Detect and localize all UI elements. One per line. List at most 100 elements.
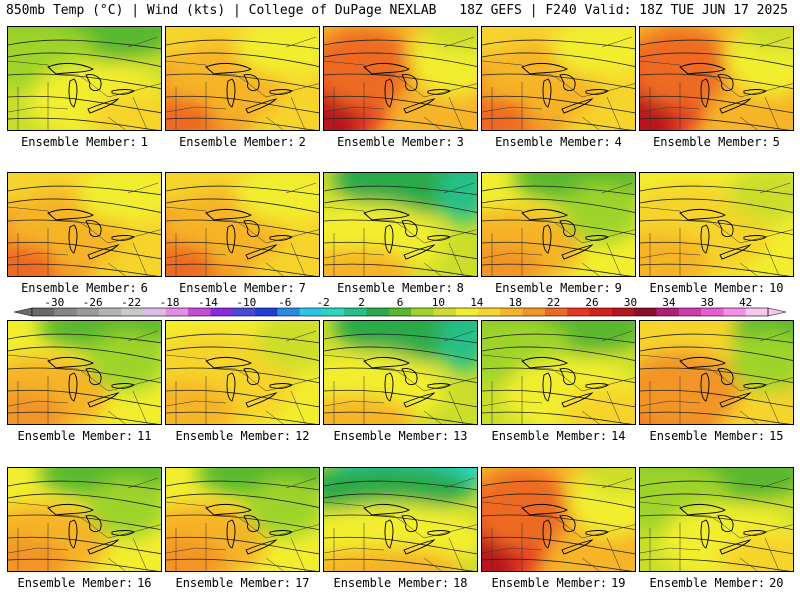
colorbar-tick-label: -30 xyxy=(44,296,64,309)
temperature-field xyxy=(482,321,635,424)
member-label-prefix: Ensemble Member: xyxy=(495,135,611,149)
great-lake-outline xyxy=(363,503,410,516)
height-contour xyxy=(8,73,161,90)
height-contour xyxy=(166,480,319,491)
ensemble-member-3-map xyxy=(323,26,478,131)
temperature-shading xyxy=(324,27,414,107)
ensemble-member-6-map xyxy=(7,172,162,277)
political-border xyxy=(601,182,633,194)
colorbar-min-arrow xyxy=(13,307,33,317)
political-border xyxy=(581,410,600,424)
great-lake-outline xyxy=(384,78,394,108)
height-contour xyxy=(166,514,319,531)
great-lake-outline xyxy=(427,530,451,536)
ensemble-member-5-map xyxy=(639,26,794,131)
colorbar-segment xyxy=(143,308,167,316)
political-border xyxy=(448,390,464,424)
great-lake-outline xyxy=(47,62,94,75)
height-contour xyxy=(324,185,477,196)
political-border xyxy=(581,116,600,130)
height-contour xyxy=(324,389,477,408)
political-border xyxy=(448,242,464,276)
great-lake-outline xyxy=(111,89,135,95)
temperature-shading xyxy=(740,27,793,52)
great-lake-outline xyxy=(68,372,78,402)
political-border xyxy=(764,96,780,130)
temperature-field xyxy=(324,173,477,276)
great-lake-outline xyxy=(719,244,752,260)
great-lake-outline xyxy=(47,503,94,516)
height-contour xyxy=(482,346,635,361)
ensemble-member-label: Ensemble Member: 11 xyxy=(7,429,162,443)
political-border xyxy=(132,390,148,424)
height-contour xyxy=(640,263,791,276)
ensemble-member-2-map xyxy=(165,26,320,131)
political-border xyxy=(443,477,475,489)
temperature-field xyxy=(8,173,161,276)
political-border xyxy=(448,537,464,571)
political-border xyxy=(107,557,126,571)
height-contour xyxy=(166,263,317,276)
political-border xyxy=(601,477,633,489)
colorbar-segment xyxy=(589,308,613,316)
political-border xyxy=(739,557,758,571)
member-number: 20 xyxy=(769,576,784,590)
temperature-shading xyxy=(88,92,161,130)
member-number: 1 xyxy=(140,135,148,149)
temperature-shading xyxy=(324,396,414,424)
temperature-field xyxy=(640,173,793,276)
great-lake-outline xyxy=(521,62,568,75)
height-contour xyxy=(8,263,159,276)
great-lake-outline xyxy=(743,530,767,536)
colorbar-tick-label: 38 xyxy=(701,296,714,309)
temperature-shading xyxy=(78,173,161,223)
colorbar-segment xyxy=(478,308,501,316)
height-contour xyxy=(166,411,317,424)
height-contour xyxy=(324,263,475,276)
height-contour xyxy=(8,411,159,424)
height-contour xyxy=(8,558,159,571)
political-border xyxy=(443,330,475,342)
temperature-field xyxy=(640,321,793,424)
political-border xyxy=(290,96,306,130)
political-border xyxy=(423,557,442,571)
temperature-colorbar: -30 -26 -22 -18 -14 -10 -6 -2 2 6 10 14 18 22 26 30 34 38… xyxy=(13,296,787,317)
temperature-shading xyxy=(730,173,793,223)
great-lake-outline xyxy=(205,62,252,75)
colorbar-tick-label: 10 xyxy=(432,296,445,309)
colorbar-segment xyxy=(388,308,412,316)
height-contour xyxy=(482,117,633,130)
member-label-prefix: Ensemble Member: xyxy=(649,576,766,590)
member-number: 5 xyxy=(772,135,780,149)
ensemble-member-4-map xyxy=(481,26,636,131)
height-contour xyxy=(640,73,793,90)
colorbar-tick-label: 42 xyxy=(739,296,752,309)
political-border xyxy=(127,330,159,342)
temperature-shading xyxy=(88,478,161,538)
political-border xyxy=(285,182,317,194)
height-contour xyxy=(8,367,161,384)
great-lake-outline xyxy=(269,235,293,241)
height-contour xyxy=(640,219,793,236)
colorbar-segment xyxy=(723,308,747,316)
height-contour xyxy=(640,39,793,50)
height-contour xyxy=(166,493,319,508)
colorbar-segment xyxy=(567,308,591,316)
temperature-field xyxy=(8,27,161,130)
temperature-shading xyxy=(720,533,793,571)
height-contour xyxy=(640,346,793,361)
great-lake-outline xyxy=(700,78,710,108)
member-number: 10 xyxy=(769,281,784,295)
ensemble-member-label: Ensemble Member: 8 xyxy=(323,281,478,295)
temperature-field xyxy=(324,468,477,571)
temperature-field xyxy=(166,321,319,424)
height-contour xyxy=(8,185,161,196)
colorbar-tick-label: 18 xyxy=(509,296,522,309)
member-label-prefix: Ensemble Member: xyxy=(333,429,450,443)
temperature-shading xyxy=(8,391,68,424)
member-number: 2 xyxy=(298,135,306,149)
member-number: 9 xyxy=(614,281,622,295)
height-contour xyxy=(482,558,633,571)
member-label-prefix: Ensemble Member: xyxy=(333,576,450,590)
political-border xyxy=(606,96,622,130)
